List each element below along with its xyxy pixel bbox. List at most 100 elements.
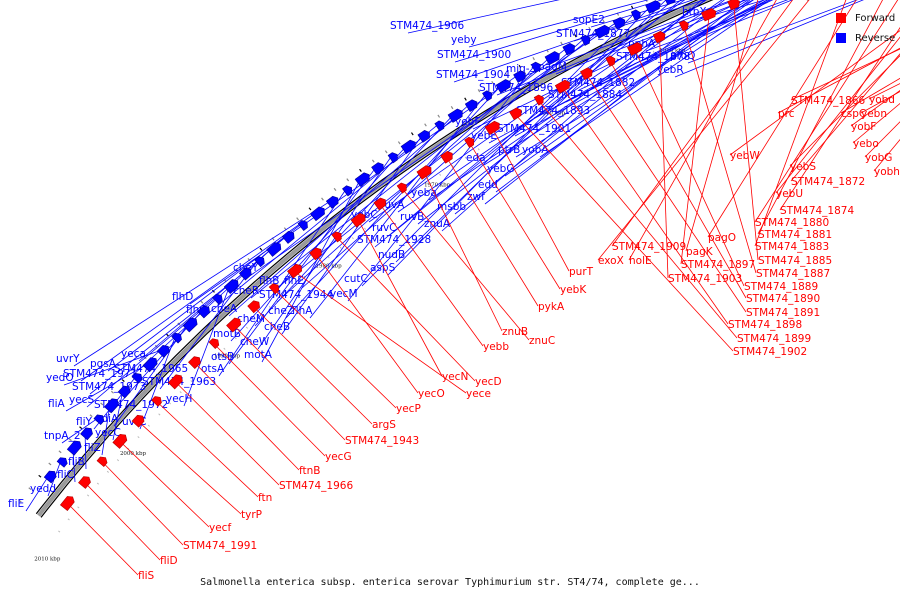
forward-gene-block[interactable] [678, 19, 690, 32]
reverse-gene-block[interactable] [417, 129, 432, 143]
reverse-gene-block[interactable] [342, 184, 355, 197]
reverse-gene-label: yeca [121, 348, 146, 360]
reverse-gene-block[interactable] [495, 78, 513, 94]
forward-gene-block[interactable] [247, 299, 262, 314]
forward-gene-block[interactable] [226, 316, 243, 333]
forward-gene-label: pykA [538, 301, 565, 313]
reverse-gene-block[interactable] [66, 439, 83, 456]
legend-item-reverse[interactable]: Reverse [836, 28, 895, 48]
kbp-tick-label: 1950 kbp [659, 48, 686, 54]
reverse-leader-line [645, 0, 789, 52]
reverse-gene-block[interactable] [612, 16, 627, 30]
forward-gene-block[interactable] [59, 494, 76, 512]
reverse-gene-block[interactable] [544, 50, 562, 66]
forward-gene-block[interactable] [484, 120, 502, 136]
forward-gene-block[interactable] [78, 474, 93, 489]
forward-leader-line [562, 88, 729, 325]
reverse-gene-block[interactable] [325, 194, 340, 209]
forward-leader-line [402, 189, 530, 341]
forward-gene-block[interactable] [533, 93, 545, 106]
inner-tick [371, 159, 375, 163]
forward-gene-block[interactable] [700, 7, 717, 22]
reverse-gene-label: yecH [166, 393, 192, 405]
reverse-gene-label: cheB [264, 321, 290, 333]
forward-gene-block[interactable] [131, 413, 146, 428]
forward-gene-block[interactable] [396, 181, 409, 194]
reverse-gene-block[interactable] [223, 277, 240, 294]
forward-gene-label: tyrP [241, 509, 262, 521]
reverse-gene-block[interactable] [447, 107, 465, 123]
reverse-gene-block[interactable] [142, 355, 159, 373]
outer-tick [190, 380, 193, 383]
reverse-gene-block[interactable] [212, 292, 225, 305]
reverse-gene-block[interactable] [645, 0, 662, 14]
forward-gene-block[interactable] [188, 354, 202, 370]
inner-tick [424, 123, 427, 127]
reverse-leader-line [301, 38, 585, 289]
legend-item-forward[interactable]: Forward [836, 8, 895, 28]
reverse-gene-block[interactable] [43, 469, 58, 484]
forward-gene-block[interactable] [440, 150, 455, 164]
forward-leader-line [234, 326, 346, 441]
reverse-gene-block-shape [562, 42, 575, 56]
reverse-gene-block[interactable] [281, 229, 296, 244]
reverse-gene-block[interactable] [663, 0, 678, 6]
forward-gene-label: STM474_1883 [755, 241, 829, 253]
forward-gene-block[interactable] [112, 432, 129, 449]
reverse-gene-label: STM474_1904 [436, 69, 510, 81]
forward-gene-block[interactable] [652, 30, 667, 44]
forward-gene-block[interactable] [509, 106, 524, 121]
reverse-gene-block[interactable] [80, 426, 95, 441]
reverse-gene-block[interactable] [371, 161, 386, 175]
forward-leader-line [492, 129, 570, 272]
forward-gene-label: yebW [730, 150, 760, 162]
reverse-gene-block[interactable] [238, 266, 253, 281]
reverse-gene-block[interactable] [131, 371, 144, 384]
forward-gene-block[interactable] [268, 282, 281, 295]
forward-gene-block[interactable] [208, 337, 221, 350]
forward-gene-block[interactable] [96, 455, 109, 468]
reverse-gene-block[interactable] [580, 34, 592, 46]
forward-gene-block[interactable] [464, 136, 477, 148]
forward-gene-block[interactable] [605, 55, 617, 67]
reverse-leader-line [101, 404, 111, 456]
forward-gene-block[interactable] [309, 246, 324, 261]
reverse-gene-block[interactable] [197, 304, 212, 319]
forward-gene-block[interactable] [331, 230, 344, 243]
reverse-gene-block[interactable] [104, 396, 121, 414]
forward-gene-block[interactable] [287, 262, 305, 279]
forward-gene-block[interactable] [727, 0, 742, 11]
reverse-gene-block[interactable] [482, 89, 495, 102]
reverse-gene-block[interactable] [266, 241, 284, 257]
inner-tick [28, 487, 32, 491]
reverse-gene-block[interactable] [354, 171, 372, 187]
reverse-gene-block[interactable] [530, 61, 542, 73]
reverse-gene-block[interactable] [434, 119, 447, 132]
forward-gene-block[interactable] [580, 66, 594, 81]
reverse-gene-block[interactable] [93, 413, 106, 426]
reverse-gene-block[interactable] [182, 316, 199, 333]
forward-gene-block[interactable] [373, 196, 388, 211]
forward-gene-label: yebU [776, 188, 803, 200]
reverse-gene-block[interactable] [387, 151, 400, 164]
forward-gene-block[interactable] [554, 79, 572, 94]
reverse-gene-block[interactable] [309, 205, 327, 222]
reverse-gene-block[interactable] [117, 384, 132, 399]
reverse-gene-block[interactable] [630, 9, 642, 21]
forward-gene-block[interactable] [627, 41, 644, 56]
reverse-gene-block[interactable] [464, 98, 479, 113]
forward-gene-block[interactable] [416, 164, 434, 180]
reverse-gene-block[interactable] [562, 42, 577, 56]
forward-gene-block[interactable] [167, 373, 184, 390]
reverse-gene-block[interactable] [400, 138, 418, 155]
reverse-gene-block[interactable] [594, 24, 612, 39]
reverse-gene-block[interactable] [56, 455, 69, 468]
reverse-gene-block[interactable] [156, 343, 171, 358]
reverse-gene-block[interactable] [513, 69, 528, 83]
reverse-gene-block[interactable] [171, 331, 184, 344]
reverse-gene-block[interactable] [297, 219, 310, 232]
reverse-gene-block[interactable] [254, 255, 267, 268]
forward-gene-block[interactable] [350, 212, 368, 228]
reverse-leader-line [504, 0, 754, 177]
forward-gene-block[interactable] [151, 394, 164, 407]
